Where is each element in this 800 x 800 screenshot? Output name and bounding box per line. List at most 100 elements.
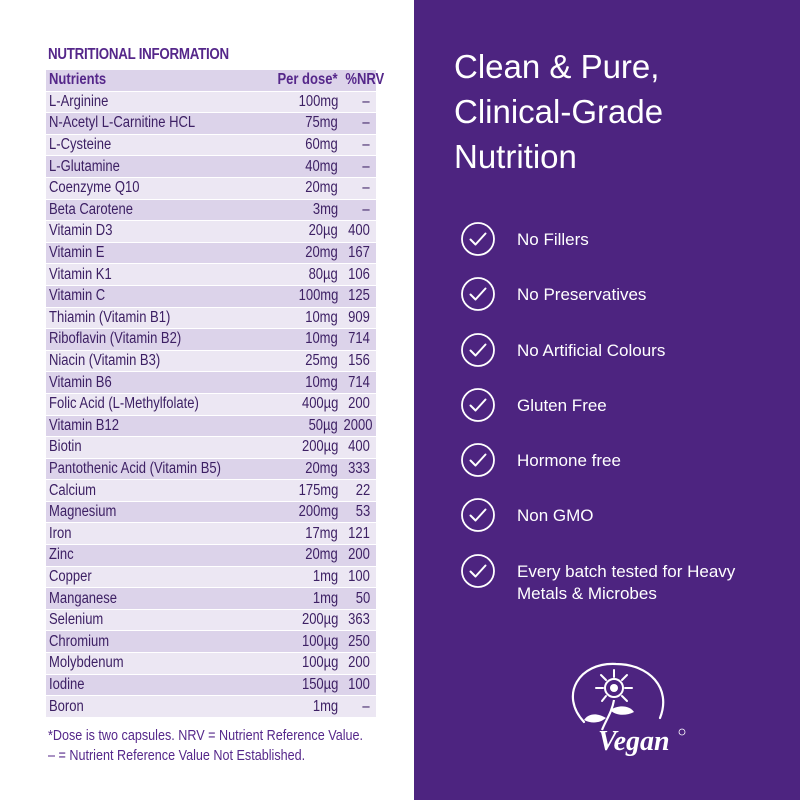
nutrient-nrv: 2000: [343, 416, 373, 434]
nutrient-name: Manganese: [49, 589, 118, 607]
nutrition-title: NUTRITIONAL INFORMATION: [48, 46, 229, 63]
check-circle-icon: [461, 332, 495, 367]
nutrient-dose: 60mg: [305, 136, 338, 154]
nutrient-nrv: 167: [348, 244, 370, 262]
nutrient-name: Pantothenic Acid (Vitamin B5): [49, 459, 222, 477]
nutrient-name: Chromium: [49, 632, 110, 650]
footnote-dose: *Dose is two capsules. NRV = Nutrient Re…: [48, 727, 364, 744]
nutrient-nrv: 400: [348, 222, 370, 240]
feature-text: Gluten Free: [517, 395, 607, 415]
nutrient-nrv: –: [362, 157, 370, 175]
nutrient-dose: 40mg: [305, 157, 338, 175]
vegan-sunflower-logo-icon: Vegan: [571, 662, 686, 757]
nutrient-name: Calcium: [49, 481, 97, 499]
nutrient-nrv: 53: [355, 503, 370, 521]
check-circle-icon: [461, 498, 495, 533]
nutrient-name: Vitamin D3: [49, 222, 113, 240]
header-per-dose: Per dose*: [277, 71, 338, 89]
nutrient-name: L-Glutamine: [49, 157, 120, 175]
vegan-text: Vegan: [598, 726, 670, 757]
table-row: Boron 1mg –: [46, 696, 376, 718]
table-row: Vitamin B6 10mg 714: [46, 372, 376, 394]
feature-item: Every batch tested for Heavy Metals & Mi…: [460, 553, 790, 608]
feature-text: No Preservatives: [517, 285, 647, 305]
feature-text: Hormone free: [517, 451, 621, 471]
nutrient-dose: 75mg: [305, 114, 338, 132]
nutrient-name: Vitamin B6: [49, 373, 112, 391]
nutrient-name: Vitamin B12: [49, 416, 119, 434]
nutrient-nrv: 333: [348, 459, 370, 477]
nutrient-dose: 100µg: [301, 632, 338, 650]
nutrient-nrv: 100: [348, 675, 370, 693]
table-row: Calcium 175mg 22: [46, 480, 376, 502]
nutrient-dose: 1mg: [312, 567, 338, 585]
nutrient-dose: 200µg: [301, 611, 338, 629]
nutrient-nrv: 200: [348, 395, 370, 413]
nutrient-name: Boron: [49, 697, 84, 715]
nutrient-dose: 200mg: [298, 503, 338, 521]
nutrient-name: Vitamin C: [49, 287, 106, 305]
nutrient-dose: 20mg: [305, 546, 338, 564]
table-row: Vitamin D3 20µg 400: [46, 221, 376, 243]
nutrient-dose: 50µg: [308, 416, 338, 434]
nutrient-nrv: 50: [355, 589, 370, 607]
check-circle-icon: [461, 277, 495, 312]
nutrient-nrv: 363: [348, 611, 370, 629]
nutrient-name: Folic Acid (L-Methylfolate): [49, 395, 199, 413]
table-row: N-Acetyl L-Carnitine HCL 75mg –: [46, 113, 376, 135]
nutrient-dose: 20µg: [308, 222, 338, 240]
nutrient-nrv: 714: [348, 330, 370, 348]
nutrient-name: Molybdenum: [49, 654, 124, 672]
nutrient-dose: 25mg: [305, 352, 338, 370]
check-circle-icon: [461, 222, 495, 256]
nutrient-name: Thiamin (Vitamin B1): [49, 308, 171, 326]
nutrient-name: N-Acetyl L-Carnitine HCL: [49, 114, 196, 132]
nutrient-name: Riboflavin (Vitamin B2): [49, 330, 182, 348]
table-row: Manganese 1mg 50: [46, 588, 376, 610]
nutrient-nrv: 22: [355, 481, 370, 499]
promo-panel: Clean & Pure, Clinical-Grade Nutrition N…: [414, 0, 800, 800]
table-row: L-Arginine 100mg –: [46, 91, 376, 114]
nutrient-nrv: 250: [348, 632, 370, 650]
nutrient-nrv: –: [362, 114, 370, 132]
feature-item: No Preservatives: [460, 276, 790, 331]
nutrient-name: Copper: [49, 567, 92, 585]
feature-item: Non GMO: [460, 497, 790, 552]
table-row: L-Glutamine 40mg –: [46, 156, 376, 178]
nutrient-name: Iodine: [49, 675, 85, 693]
feature-text: No Artificial Colours: [517, 340, 666, 360]
nutrient-name: Vitamin E: [49, 244, 105, 262]
check-circle-icon: [461, 443, 495, 478]
nutrition-panel: NUTRITIONAL INFORMATION Nutrients Per do…: [46, 46, 385, 764]
nutrient-name: L-Cysteine: [49, 136, 112, 154]
nutrient-nrv: 106: [348, 265, 370, 283]
nutrient-dose: 100mg: [298, 287, 338, 305]
nutrient-nrv: 156: [348, 352, 370, 370]
headline-line-2: Clinical-Grade: [454, 93, 664, 130]
nutrient-nrv: –: [362, 92, 370, 110]
nutrient-dose: 100mg: [298, 92, 338, 110]
table-row: Beta Carotene 3mg –: [46, 199, 376, 222]
table-row: Riboflavin (Vitamin B2) 10mg 714: [46, 329, 376, 351]
table-row: Copper 1mg 100: [46, 566, 376, 589]
nutrition-table: Nutrients Per dose* %NRV L-Arginine 100mg…: [46, 70, 384, 718]
nutrient-nrv: –: [362, 136, 370, 154]
nutrient-nrv: –: [362, 697, 370, 715]
nutrient-dose: 10mg: [305, 330, 338, 348]
table-row: Selenium 200µg 363: [46, 609, 376, 632]
nutrient-name: Biotin: [49, 438, 82, 456]
nutrient-name: Magnesium: [49, 503, 117, 521]
footnote-nrv: – = Nutrient Reference Value Not Establi…: [48, 747, 306, 764]
nutrient-nrv: 909: [348, 308, 370, 326]
vegan-logo: Vegan: [554, 660, 690, 760]
table-row: L-Cysteine 60mg –: [46, 134, 376, 157]
nutrient-nrv: 121: [348, 524, 370, 542]
header-nutrients: Nutrients: [49, 71, 107, 89]
table-row: Zinc 20mg 200: [46, 545, 376, 567]
nutrient-name: Coenzyme Q10: [49, 179, 140, 197]
nutrient-dose: 20mg: [305, 179, 338, 197]
table-row: Vitamin K1 80µg 106: [46, 264, 376, 286]
nutrient-name: Iron: [49, 524, 72, 542]
nutrient-dose: 100µg: [301, 654, 338, 672]
